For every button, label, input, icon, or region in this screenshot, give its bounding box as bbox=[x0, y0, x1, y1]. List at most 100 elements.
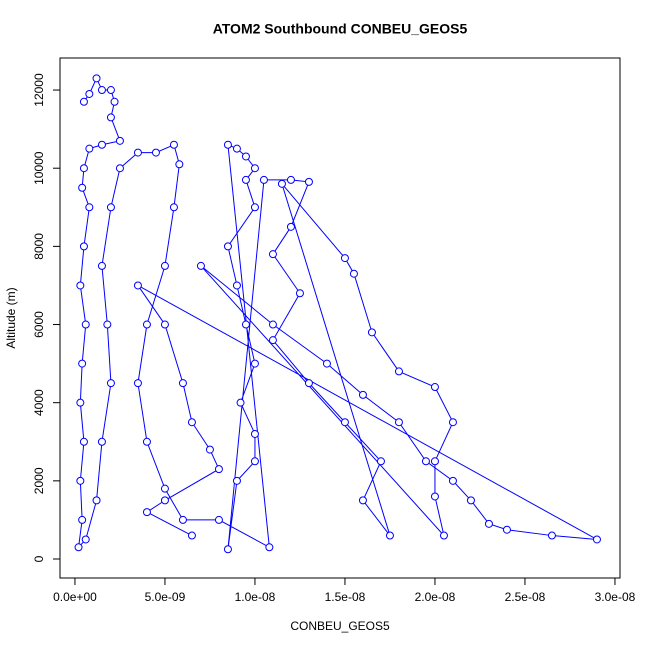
data-point bbox=[85, 144, 94, 153]
y-tick-label: 12000 bbox=[32, 73, 46, 107]
data-point bbox=[232, 281, 241, 290]
data-point bbox=[304, 177, 313, 186]
data-point bbox=[142, 437, 151, 446]
data-point bbox=[448, 418, 457, 427]
data-point bbox=[430, 457, 439, 466]
data-point bbox=[160, 484, 169, 493]
y-tick-label: 8000 bbox=[32, 233, 46, 260]
x-axis-label: CONBEU_GEOS5 bbox=[290, 619, 390, 633]
data-point bbox=[110, 97, 119, 106]
chart-title: ATOM2 Southbound CONBEU_GEOS5 bbox=[213, 21, 468, 37]
data-point bbox=[340, 418, 349, 427]
data-point bbox=[367, 328, 376, 337]
data-point bbox=[439, 531, 448, 540]
data-point bbox=[85, 89, 94, 98]
data-point bbox=[250, 164, 259, 173]
x-tick-label: 2.5e-08 bbox=[505, 590, 546, 604]
x-tick-label: 2.0e-08 bbox=[415, 590, 456, 604]
plot-box bbox=[59, 57, 621, 579]
data-point bbox=[178, 379, 187, 388]
data-point bbox=[214, 465, 223, 474]
data-point bbox=[502, 525, 511, 534]
y-axis-label: Altitude (m) bbox=[4, 287, 18, 348]
data-point bbox=[187, 418, 196, 427]
data-point bbox=[394, 418, 403, 427]
data-point bbox=[78, 515, 87, 524]
data-point bbox=[169, 203, 178, 212]
data-point bbox=[286, 175, 295, 184]
data-point bbox=[160, 320, 169, 329]
data-point bbox=[97, 140, 106, 149]
data-point bbox=[241, 175, 250, 184]
data-point bbox=[304, 379, 313, 388]
data-point bbox=[268, 320, 277, 329]
data-point bbox=[106, 203, 115, 212]
data-point bbox=[223, 242, 232, 251]
x-tick-label: 3.0e-08 bbox=[595, 590, 636, 604]
data-point bbox=[142, 320, 151, 329]
x-tick-label: 1.0e-08 bbox=[235, 590, 276, 604]
x-tick-label: 5.0e-09 bbox=[145, 590, 186, 604]
data-point bbox=[115, 136, 124, 145]
data-point bbox=[214, 515, 223, 524]
data-point bbox=[85, 203, 94, 212]
data-point bbox=[286, 222, 295, 231]
data-point bbox=[268, 336, 277, 345]
data-point bbox=[175, 160, 184, 169]
data-point bbox=[133, 148, 142, 157]
y-tick-label: 6000 bbox=[32, 311, 46, 338]
data-point bbox=[76, 398, 85, 407]
data-point bbox=[92, 74, 101, 83]
data-point bbox=[79, 242, 88, 251]
data-point bbox=[142, 508, 151, 517]
data-point bbox=[74, 543, 83, 552]
data-point bbox=[430, 383, 439, 392]
data-point bbox=[78, 359, 87, 368]
data-point bbox=[81, 535, 90, 544]
data-point bbox=[160, 261, 169, 270]
data-point bbox=[236, 398, 245, 407]
data-point bbox=[250, 203, 259, 212]
data-point bbox=[394, 367, 403, 376]
data-point bbox=[349, 269, 358, 278]
y-tick-label: 4000 bbox=[32, 389, 46, 416]
data-point bbox=[79, 437, 88, 446]
y-tick-label: 0 bbox=[32, 555, 46, 562]
data-point bbox=[78, 183, 87, 192]
data-point bbox=[76, 476, 85, 485]
data-point bbox=[250, 429, 259, 438]
data-point bbox=[250, 457, 259, 466]
data-point bbox=[358, 390, 367, 399]
data-point bbox=[295, 289, 304, 298]
data-point bbox=[376, 457, 385, 466]
data-point bbox=[79, 97, 88, 106]
data-point bbox=[385, 531, 394, 540]
data-point bbox=[81, 320, 90, 329]
x-tick-label: 0.0e+00 bbox=[53, 590, 97, 604]
data-point bbox=[232, 476, 241, 485]
data-point bbox=[133, 379, 142, 388]
data-point bbox=[106, 113, 115, 122]
data-point bbox=[547, 531, 556, 540]
data-point bbox=[106, 86, 115, 95]
data-point bbox=[358, 496, 367, 505]
data-point bbox=[223, 140, 232, 149]
data-point bbox=[115, 164, 124, 173]
data-point bbox=[106, 379, 115, 388]
data-point bbox=[187, 531, 196, 540]
data-point bbox=[232, 144, 241, 153]
data-point bbox=[133, 281, 142, 290]
data-point bbox=[241, 320, 250, 329]
data-point bbox=[97, 261, 106, 270]
data-point bbox=[340, 254, 349, 263]
y-tick-label: 2000 bbox=[32, 467, 46, 494]
data-point bbox=[169, 140, 178, 149]
data-point bbox=[76, 281, 85, 290]
data-point bbox=[79, 164, 88, 173]
data-point bbox=[322, 359, 331, 368]
data-point bbox=[97, 86, 106, 95]
data-point bbox=[268, 250, 277, 259]
data-point bbox=[466, 496, 475, 505]
